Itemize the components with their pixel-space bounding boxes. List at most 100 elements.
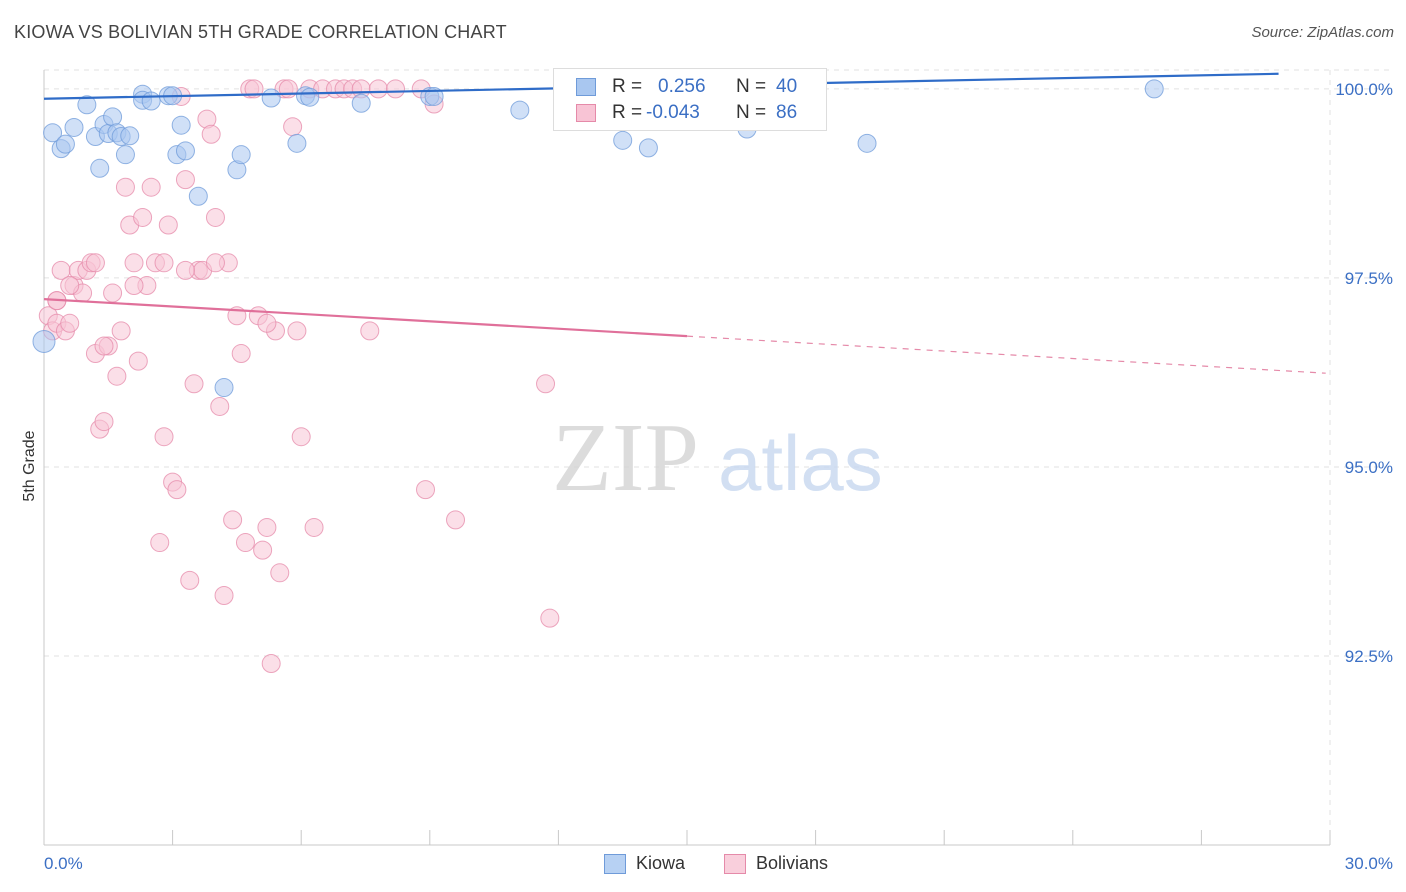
point-bolivians (115, 177, 135, 197)
point-bolivians (368, 79, 388, 99)
point-kiowa (120, 126, 140, 146)
legend-n-label: N = (736, 102, 767, 123)
y-axis-label: 5th Grade (21, 430, 38, 501)
point-bolivians (386, 79, 406, 99)
legend-n-value: 86 (776, 102, 798, 123)
point-kiowa (32, 329, 56, 353)
point-kiowa (90, 158, 110, 178)
legend-swatch-kiowa (576, 78, 596, 96)
point-kiowa (141, 91, 161, 111)
stats-legend: R = 0.256 N = 40 R = -0.043 N = 86 (553, 68, 827, 131)
point-bolivians (201, 124, 221, 144)
watermark-zip: ZIP (552, 404, 699, 512)
legend-n-value: 40 (776, 76, 798, 97)
point-bolivians (85, 253, 105, 273)
legend-label-kiowa: Kiowa (636, 853, 686, 873)
point-bolivians (210, 396, 230, 416)
point-kiowa (115, 145, 135, 165)
chart-title: KIOWA VS BOLIVIAN 5TH GRADE CORRELATION … (14, 22, 507, 42)
point-kiowa (300, 87, 320, 107)
point-bolivians (253, 540, 273, 560)
point-bolivians (133, 207, 153, 227)
point-bolivians (416, 480, 436, 500)
point-bolivians (124, 275, 144, 295)
point-kiowa (77, 95, 97, 115)
source-label: Source: ZipAtlas.com (1251, 24, 1394, 41)
point-kiowa (1144, 79, 1164, 99)
point-kiowa (857, 133, 877, 153)
point-bolivians (107, 366, 127, 386)
tick-labels: 92.5% 95.0% 97.5% 100.0% 0.0% 30.0% (44, 80, 1393, 873)
point-bolivians (278, 79, 298, 99)
legend-swatch-bolivians (576, 104, 596, 122)
point-bolivians (167, 480, 187, 500)
data-points (32, 79, 1164, 674)
point-bolivians (124, 253, 144, 273)
point-bolivians (360, 321, 380, 341)
point-kiowa (510, 100, 530, 120)
point-bolivians (175, 170, 195, 190)
watermark-atlas: atlas (718, 419, 883, 507)
legend-r-value: 0.256 (658, 76, 706, 97)
point-bolivians (184, 374, 204, 394)
point-bolivians (291, 427, 311, 447)
point-kiowa (231, 145, 251, 165)
y-tick-label: 95.0% (1345, 458, 1393, 477)
point-bolivians (103, 283, 123, 303)
watermark: ZIP atlas (552, 404, 883, 512)
point-kiowa (175, 141, 195, 161)
y-tick-label: 97.5% (1345, 269, 1393, 288)
point-bolivians (60, 313, 80, 333)
point-kiowa (171, 115, 191, 135)
y-tick-label: 100.0% (1335, 80, 1393, 99)
axes (43, 70, 1331, 846)
point-kiowa (214, 378, 234, 398)
point-bolivians (223, 510, 243, 530)
point-kiowa (638, 138, 658, 158)
point-bolivians (257, 517, 277, 537)
point-bolivians (287, 321, 307, 341)
point-bolivians (60, 275, 80, 295)
point-kiowa (261, 88, 281, 108)
point-bolivians (205, 253, 225, 273)
legend-r-label: R = (612, 76, 643, 97)
point-bolivians (235, 533, 255, 553)
trend-line-dashed-bolivians (686, 335, 1326, 374)
point-kiowa (613, 130, 633, 150)
legend-r-label: R = (612, 102, 643, 123)
point-bolivians (180, 570, 200, 590)
x-tick-label: 0.0% (44, 854, 83, 873)
point-bolivians (205, 207, 225, 227)
point-bolivians (111, 321, 131, 341)
point-bolivians (154, 427, 174, 447)
point-kiowa (64, 117, 84, 137)
point-kiowa (351, 93, 371, 113)
legend-n-label: N = (736, 76, 767, 97)
point-bolivians (540, 608, 560, 628)
point-bolivians (141, 177, 161, 197)
point-bolivians (150, 533, 170, 553)
point-bolivians (270, 563, 290, 583)
point-kiowa (43, 123, 63, 143)
legend-label-bolivians: Bolivians (756, 853, 829, 873)
point-bolivians (261, 654, 281, 674)
point-bolivians (128, 351, 148, 371)
point-bolivians (158, 215, 178, 235)
point-kiowa (287, 133, 307, 153)
point-kiowa (55, 134, 75, 154)
point-kiowa (103, 107, 123, 127)
legend-r-value: -0.043 (646, 102, 700, 123)
point-bolivians (446, 510, 466, 530)
point-bolivians (304, 517, 324, 537)
point-kiowa (188, 186, 208, 206)
point-bolivians (175, 260, 195, 280)
legend-swatch-kiowa (604, 854, 626, 874)
legend-swatch-bolivians (724, 854, 746, 874)
point-bolivians (257, 313, 277, 333)
point-bolivians (154, 253, 174, 273)
y-tick-label: 92.5% (1345, 647, 1393, 666)
point-bolivians (214, 585, 234, 605)
point-bolivians (94, 336, 114, 356)
x-tick-label: 30.0% (1345, 854, 1393, 873)
